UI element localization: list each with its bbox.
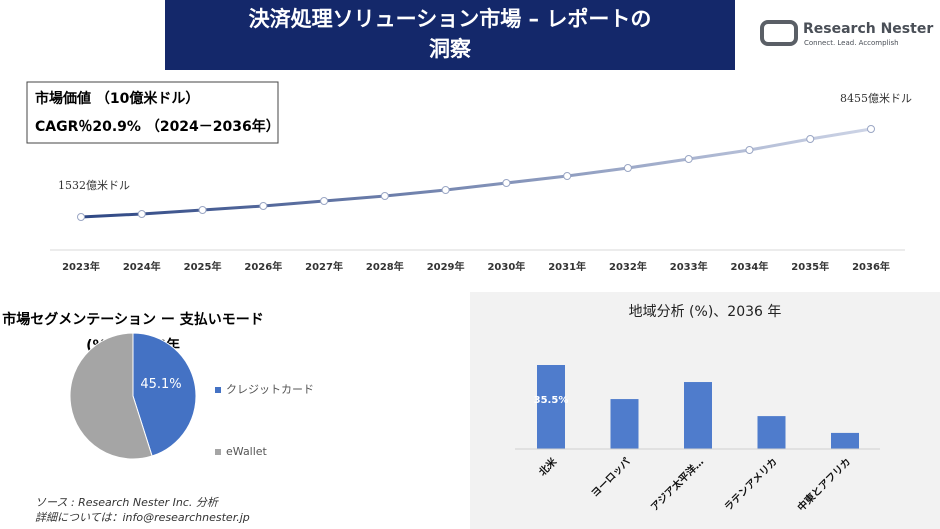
- x-tick-label: 2031年: [548, 260, 586, 273]
- legend-label: eWallet: [226, 445, 268, 458]
- point: [745, 145, 754, 154]
- x-tick-label: 2029年: [427, 260, 465, 273]
- pie-slice: [132, 332, 197, 457]
- logo-name: Research Nester: [803, 21, 933, 37]
- chart-title: 市場セグメンテーション ー 支払いモード: [2, 311, 263, 328]
- bar: [831, 432, 859, 449]
- data-label: 35.5%: [534, 395, 569, 406]
- title-line: 決済処理ソリューション市場 – レポートの: [249, 7, 652, 31]
- x-tick-label: 2027年: [305, 260, 343, 273]
- source: ソース : Research Nester Inc. 分析: [35, 496, 220, 509]
- point: [867, 125, 875, 133]
- logo: Research Nester Connect. Lead. Accomplis…: [760, 20, 933, 47]
- point: [320, 196, 329, 205]
- x-tick-label: 2032年: [609, 260, 647, 273]
- legend-swatch: [215, 449, 221, 455]
- point: [502, 178, 511, 187]
- value-box: [26, 81, 279, 144]
- logo-tagline: Connect. Lead. Accomplish: [804, 39, 899, 47]
- bar: [757, 416, 786, 449]
- title-banner: [165, 0, 735, 70]
- bar: [537, 365, 565, 449]
- data-label: 1532億米ドル: [58, 179, 130, 192]
- point: [684, 154, 693, 163]
- legend-label: クレジットカード: [226, 383, 314, 396]
- point: [380, 192, 389, 201]
- chart-title: 市場価値 （10億米ドル）: [35, 90, 199, 107]
- x-tick-label: 2025年: [184, 260, 222, 273]
- chart-title: 地域分析 (%)、2036 年: [629, 304, 782, 320]
- point: [137, 210, 146, 219]
- x-tick-label: 2036年: [852, 260, 890, 273]
- x-tick-label: 2030年: [487, 260, 525, 273]
- point: [806, 135, 815, 144]
- point: [623, 163, 632, 172]
- legend-swatch: [215, 387, 221, 393]
- chart-subtitle: CAGR％20.9% （2024－2036年）: [35, 118, 280, 135]
- x-tick-label: 2024年: [123, 260, 161, 273]
- x-tick-label: 2023年: [62, 260, 100, 273]
- pie-slice: [69, 332, 153, 460]
- x-tick-label: 2033年: [670, 260, 708, 273]
- x-tick-label: 2035年: [791, 260, 829, 273]
- point: [198, 205, 207, 214]
- point: [77, 213, 85, 221]
- title-line: 洞察: [429, 37, 472, 61]
- x-tick-label: 2034年: [731, 260, 769, 273]
- data-label: 45.1%: [140, 377, 181, 392]
- x-tick-label: 2026年: [244, 260, 282, 273]
- line: [80, 127, 872, 219]
- point: [259, 202, 268, 211]
- data-label: 8455億米ドル: [840, 92, 912, 105]
- point: [441, 186, 450, 195]
- point: [563, 171, 572, 180]
- contact: 詳細については：info@researchnester.jp: [35, 511, 250, 524]
- bar: [684, 382, 712, 449]
- x-tick-label: 2028年: [366, 260, 404, 273]
- bar: [610, 399, 639, 449]
